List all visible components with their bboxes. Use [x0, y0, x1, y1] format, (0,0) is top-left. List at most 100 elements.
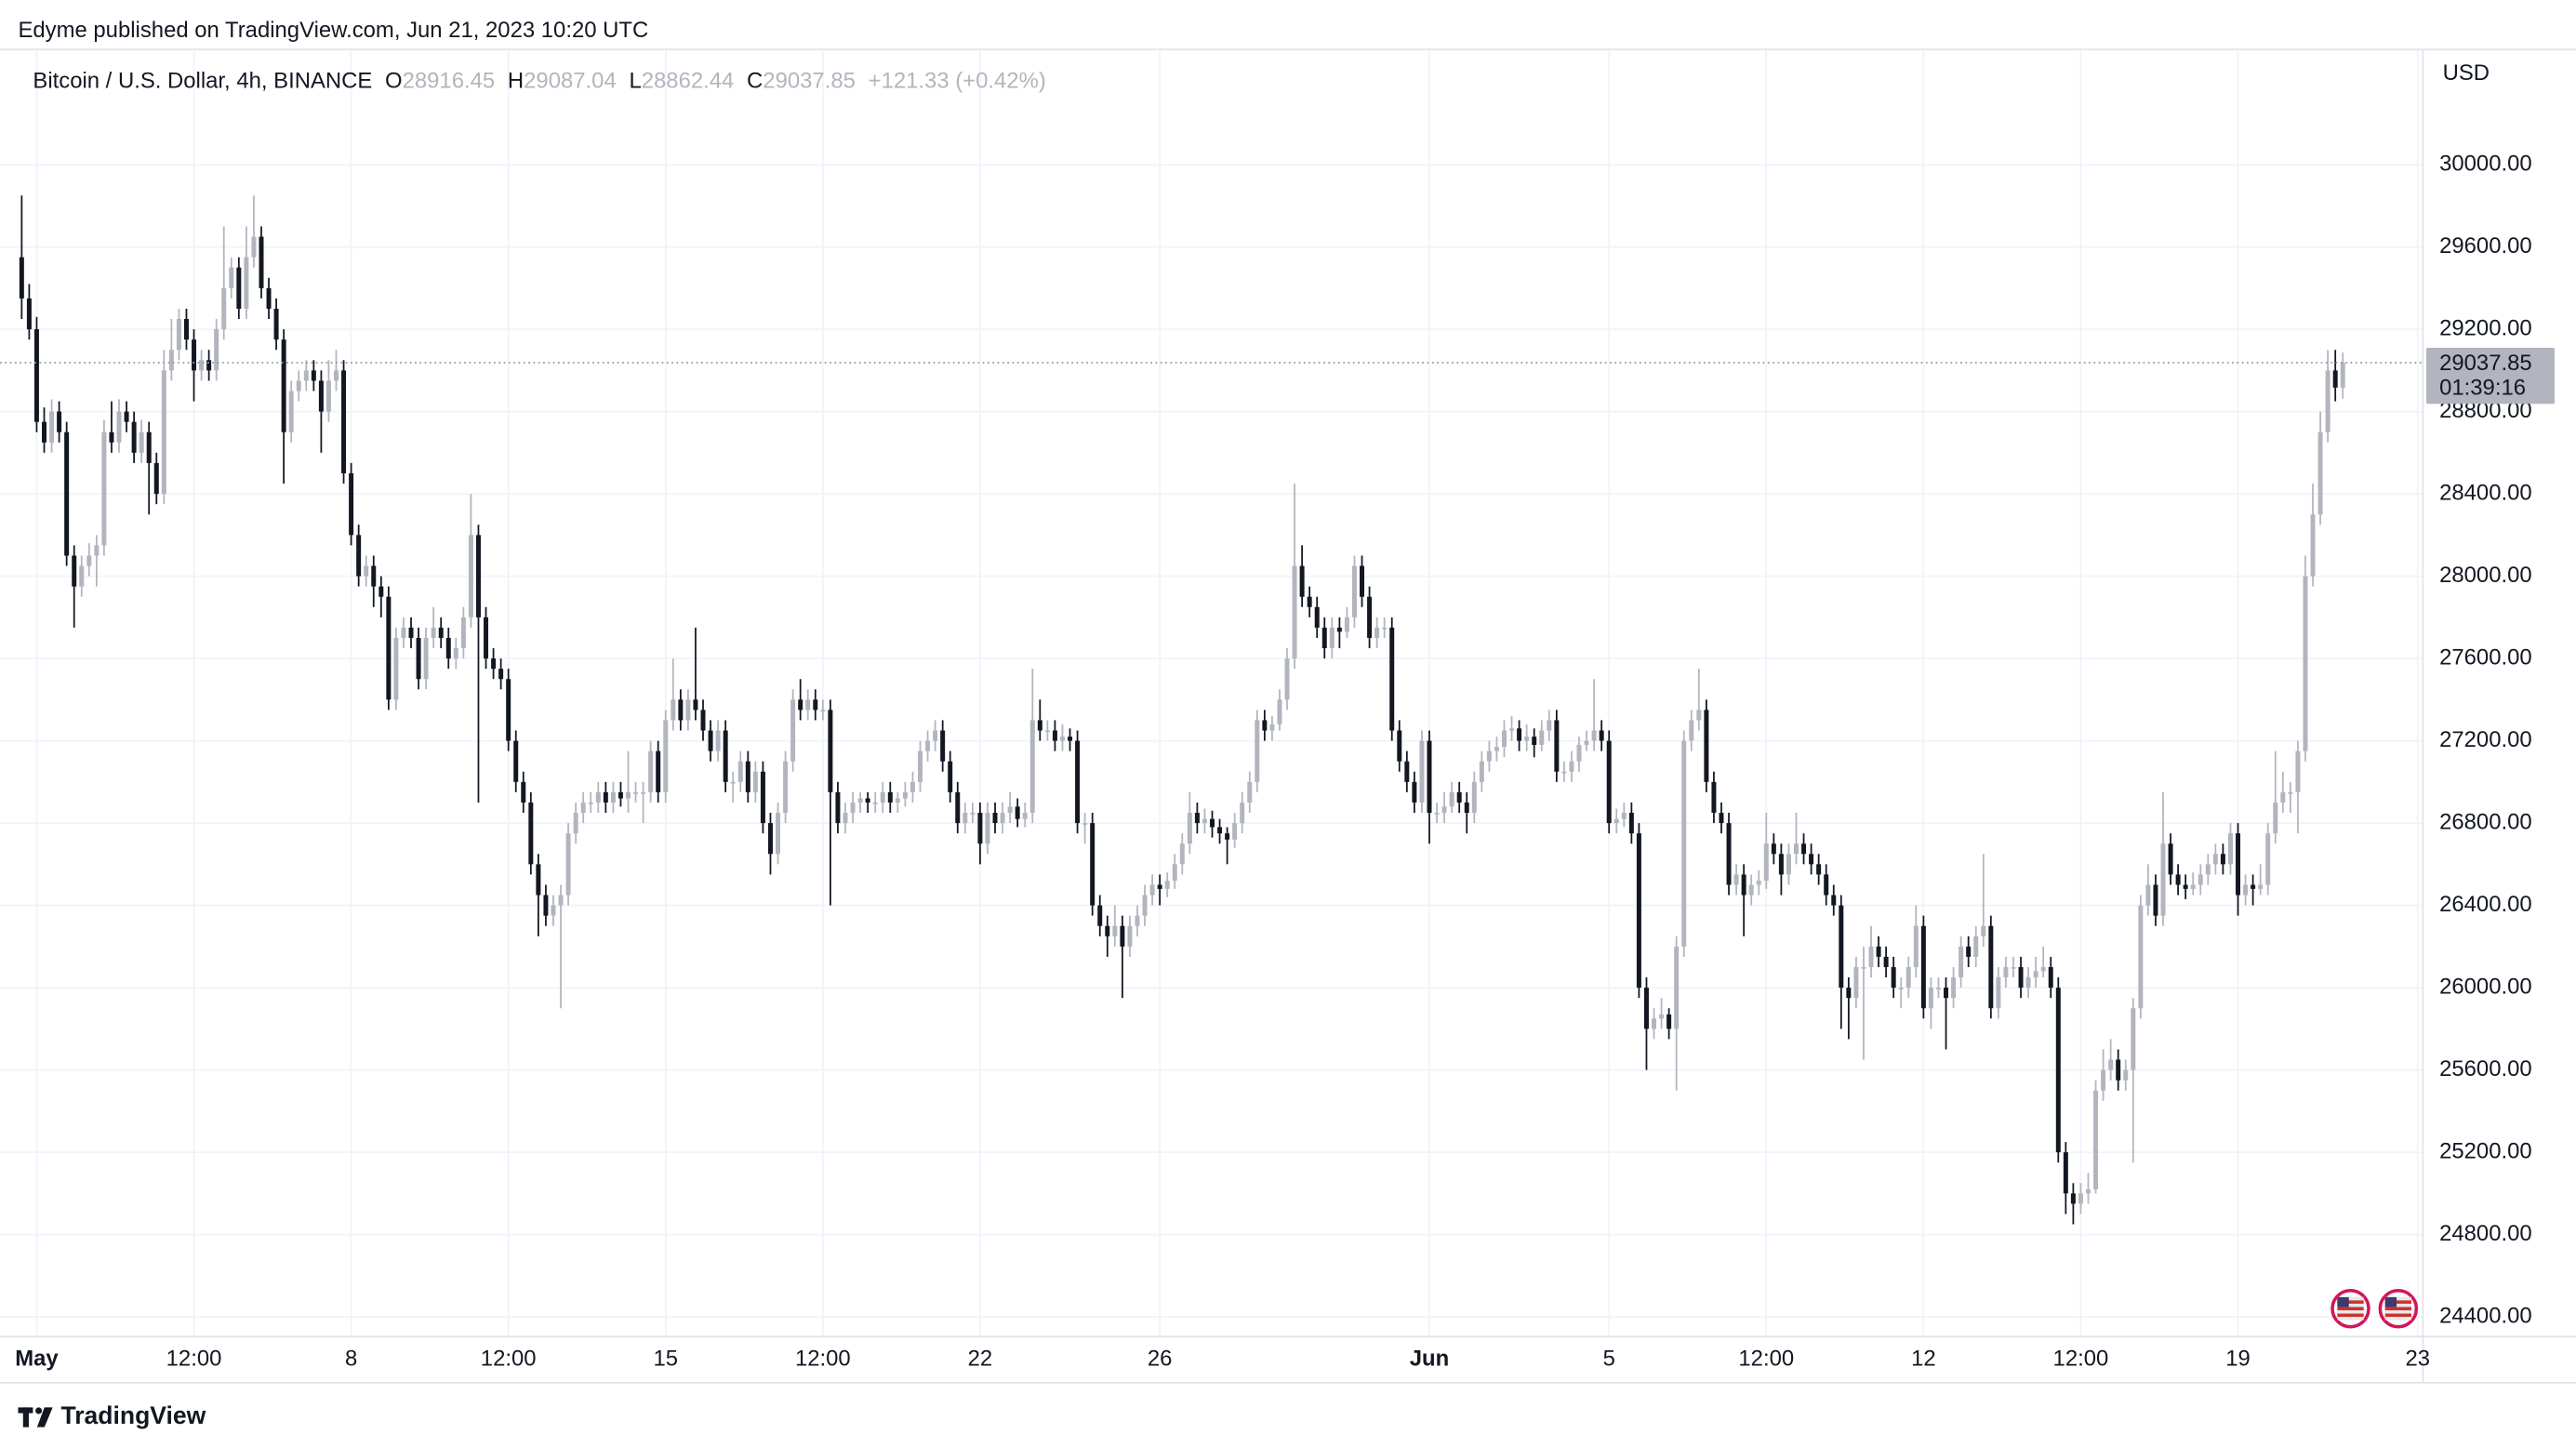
candle-body: [2131, 1008, 2136, 1070]
candle-body: [902, 791, 908, 799]
close-value: 29037.85: [763, 69, 856, 94]
candle-body: [671, 699, 676, 721]
candle-body: [1314, 606, 1320, 628]
candle-body: [491, 658, 497, 670]
x-tick-label: 8: [345, 1346, 357, 1371]
candle-body: [1240, 802, 1245, 824]
candle-body: [2070, 1193, 2076, 1204]
candle-body: [1831, 895, 1837, 906]
y-tick-label: 26400.00: [2439, 892, 2532, 917]
candle-body: [2251, 884, 2256, 889]
candle-body: [1321, 627, 1327, 649]
logo-part: [35, 1407, 43, 1414]
axes: 24400.00 24800.00 25200.00 25600.00 26000.00…: [15, 151, 2555, 1371]
candle-body: [955, 791, 961, 824]
flag-stripe: [2337, 1313, 2364, 1318]
candle-body: [1711, 781, 1717, 814]
candle-body: [2040, 966, 2046, 972]
candle-body: [1606, 740, 1612, 824]
candle-body: [1756, 881, 1761, 885]
logo-part: [36, 1407, 53, 1427]
candle-body: [1344, 617, 1349, 632]
candle-body: [1284, 658, 1290, 700]
candle-body: [1164, 881, 1170, 889]
candle-body: [42, 421, 46, 443]
candle-body: [1217, 827, 1223, 834]
candle-body: [79, 565, 85, 587]
flag-icons: [2330, 1288, 2419, 1329]
candle-body: [1591, 730, 1597, 741]
candle-body: [57, 411, 62, 432]
candle-body: [1037, 720, 1042, 731]
candle-body: [730, 781, 736, 784]
candle-body: [101, 431, 107, 546]
candle-body: [2258, 884, 2264, 889]
candle-body: [1059, 737, 1065, 741]
candle-body: [2280, 791, 2286, 803]
candle-body: [303, 370, 309, 381]
logo-part: [22, 1407, 29, 1427]
candle-body: [626, 791, 631, 799]
candle-body: [565, 833, 571, 896]
y-tick-label: 26000.00: [2439, 974, 2532, 999]
candle-body: [1471, 781, 1477, 814]
candle-body: [1172, 864, 1177, 882]
candle-body: [1928, 988, 1933, 1009]
candle-body: [1210, 818, 1215, 828]
candle-body: [603, 791, 608, 803]
candle-body: [116, 411, 122, 443]
candle-body: [1456, 791, 1462, 803]
x-tick-label: 19: [2225, 1346, 2251, 1371]
x-tick-label: 26: [1148, 1346, 1173, 1371]
candle-body: [2295, 750, 2301, 792]
candle-body: [1621, 813, 1627, 819]
candle-body: [835, 791, 841, 824]
candle-body: [229, 267, 234, 288]
candle-body: [498, 669, 504, 680]
candle-body: [2063, 1152, 2068, 1194]
candle-body: [918, 750, 923, 782]
y-tick-label: 25200.00: [2439, 1138, 2532, 1163]
candle-body: [595, 791, 601, 803]
candle-body: [453, 648, 458, 659]
candle-body: [828, 710, 833, 792]
candle-body: [2243, 884, 2249, 896]
candle-body: [468, 535, 473, 617]
candle-body: [708, 730, 713, 751]
candle-body: [948, 761, 953, 792]
candle-body: [1628, 813, 1634, 834]
candle-body: [251, 236, 257, 258]
candle-body: [805, 699, 811, 710]
candle-body: [1771, 843, 1776, 855]
candle-body: [266, 287, 272, 309]
candle-body: [1898, 988, 1904, 989]
publish-note: Edyme published on TradingView.com, Jun …: [18, 18, 648, 43]
candle-body: [715, 730, 721, 751]
candle-body: [1247, 781, 1253, 803]
candle-body: [1569, 761, 1574, 772]
candle-body: [1959, 946, 1964, 978]
candle-body: [334, 370, 339, 381]
candle-body: [1112, 925, 1118, 936]
candle-body: [985, 813, 990, 844]
brand-logo: [18, 1407, 53, 1427]
candle-body: [1464, 802, 1469, 814]
candle-body: [1029, 720, 1035, 814]
candle-body: [1412, 781, 1417, 803]
candle-body: [1097, 905, 1103, 926]
candle-body: [1120, 925, 1125, 947]
candle-body: [423, 637, 429, 680]
candle-body: [1494, 747, 1499, 751]
candle-body: [244, 257, 249, 309]
candle-body: [2116, 1059, 2121, 1081]
candle-body: [1613, 818, 1619, 824]
candle-body: [2303, 576, 2308, 751]
candle-body: [2205, 864, 2211, 875]
candle-body: [1262, 720, 1268, 731]
candle-body: [887, 791, 893, 803]
x-tick-label: 15: [653, 1346, 678, 1371]
candle-body: [94, 545, 100, 556]
candle-body: [1696, 710, 1702, 721]
countdown: 01:39:16: [2439, 376, 2526, 401]
candle-body: [2273, 802, 2278, 834]
